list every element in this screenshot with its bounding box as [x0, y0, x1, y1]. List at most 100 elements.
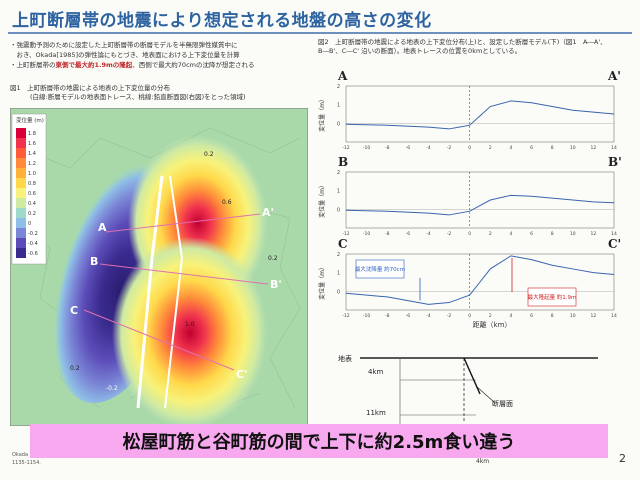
x-tick-label: 8	[551, 145, 554, 151]
fault-trace-east	[164, 175, 184, 409]
fault-model-section: 地表 4km 11km 断層面	[338, 354, 598, 432]
panel-label-left: B	[338, 155, 348, 169]
x-tick-label: 6	[530, 231, 533, 237]
displacement-map: 変位量 (m) 1.8 1.6 1.4 1.2 1.0 0.8 0.6 0.4 0.2 0 -0.2…	[10, 108, 308, 426]
x-tick-label: -4	[426, 313, 431, 319]
subsidence-annotation: 最大沈降量 約70cm	[355, 265, 405, 273]
y-tick-label: 1	[337, 271, 340, 277]
x-tick-label: 2	[489, 231, 492, 237]
x-tick-label: 2	[489, 313, 492, 319]
x-tick-label: 12	[591, 313, 597, 319]
x-tick-label: 10	[570, 231, 576, 237]
x-tick-label: 10	[570, 145, 576, 151]
bullet-2-text: おき、Okada[1985]の弾性論にもとづき、地表面における上下変位量を計算	[10, 51, 240, 59]
panel-label-right: C'	[608, 237, 621, 251]
contour-label-3: 0.6	[222, 199, 232, 206]
bullet-3-highlight: 東側で最大約1.9mの隆起	[55, 61, 133, 69]
x-tick-label: 8	[551, 231, 554, 237]
x-tick-label: -6	[406, 145, 411, 151]
x-tick-label: -4	[426, 231, 431, 237]
x-tick-label: -8	[385, 231, 390, 237]
title-divider	[8, 32, 632, 34]
x-tick-label: -10	[363, 145, 370, 151]
figure1-caption-line: 図1 上町断層帯の地震による地表の上下変位量の分布	[10, 84, 170, 92]
bullet-3-text: ・上町断層帯の	[10, 61, 56, 69]
subsidence-annotation-box	[355, 259, 405, 279]
legend-swatch	[16, 128, 26, 138]
bullet-3: ・上町断層帯の東側で最大約1.9mの隆起、西側で最大約70cmの沈降が想定される	[10, 60, 312, 70]
displacement-series-line	[345, 100, 615, 130]
fault-leader-line	[475, 385, 495, 403]
bullet-2: おき、Okada[1985]の弾性論にもとづき、地表面における上下変位量を計算	[10, 50, 312, 60]
page-number: 2	[619, 452, 626, 465]
surface-label: 地表	[338, 354, 352, 363]
x-tick-label: 12	[591, 231, 597, 237]
panel-label-right: A'	[607, 69, 621, 83]
x-tick-label: -2	[447, 145, 452, 151]
y-tick-label: 2	[337, 252, 340, 258]
legend-tick-label: 0	[28, 221, 31, 227]
y-tick-label: 1	[337, 189, 340, 195]
legend-swatch	[16, 198, 26, 208]
x-tick-label: 6	[530, 145, 533, 151]
map-label-a: A	[98, 221, 107, 234]
legend-tick-label: 1.2	[28, 161, 36, 167]
x-tick-label: 0	[468, 313, 471, 319]
slide-title: 上町断層帯の地震により想定される地盤の高さの変化	[12, 11, 432, 31]
panel-frame	[345, 253, 615, 311]
legend-swatch	[16, 188, 26, 198]
legend-tick-label: 1.6	[28, 141, 36, 147]
x-tick-label: -4	[426, 145, 431, 151]
contour-label-5: 0.2	[70, 365, 80, 372]
map-label-b-prime: B'	[270, 278, 282, 291]
legend-tick-label: -0.2	[28, 231, 38, 237]
x-tick-label: 4	[509, 313, 512, 319]
y-axis-label: 変位量（m）	[318, 182, 326, 218]
x-tick-label: 2	[489, 145, 492, 151]
section-line-b	[99, 263, 269, 285]
y-tick-label: 2	[337, 170, 340, 176]
x-tick-label: 10	[570, 313, 576, 319]
map-label-c: C	[70, 304, 78, 317]
panel-label-left: A	[337, 69, 348, 83]
displacement-series-line	[345, 255, 615, 305]
panel-frame	[345, 85, 615, 143]
x-tick-label: 0	[468, 145, 471, 151]
map-label-a-prime: A'	[262, 206, 274, 219]
y-tick-label: 0	[337, 207, 340, 213]
x-tick-label: 4	[509, 145, 512, 151]
legend-tick-label: 0.2	[28, 211, 36, 217]
figure1-caption: 図1 上町断層帯の地震による地表の上下変位量の分布 (白線:断層モデルの地表面ト…	[10, 84, 312, 102]
legend-swatch	[16, 138, 26, 148]
uplift-annotation-box	[527, 287, 577, 307]
y-tick-label: 0	[337, 289, 340, 295]
legend-swatches: 1.8 1.6 1.4 1.2 1.0 0.8 0.6 0.4 0.2 0 -0.2 -0.4 -0.6	[16, 128, 38, 258]
legend-swatch	[16, 208, 26, 218]
bullet-3-tail: 、西側で最大約70cmの沈降が想定される	[132, 61, 255, 69]
contour-label-2: 0.2	[268, 255, 278, 262]
x-tick-label: -2	[447, 313, 452, 319]
legend-tick-label: -0.4	[28, 241, 38, 247]
figure2-caption: 図2 上町断層帯の地震による地表の上下変位分布(上)と、設定した断層モデル(下)…	[318, 38, 607, 55]
x-tick-label: 14	[611, 145, 617, 151]
bullet-list: ・強震動予測のために設定した上町断層帯の断層モデルを半無限弾性媒質中に おき、O…	[10, 40, 312, 70]
bullet-1: ・強震動予測のために設定した上町断層帯の断層モデルを半無限弾性媒質中に	[10, 40, 312, 50]
section-line-a	[105, 213, 261, 233]
x-tick-label: -2	[447, 231, 452, 237]
x-tick-label: -12	[342, 231, 349, 237]
map-label-b: B	[90, 255, 98, 268]
x-tick-label: -10	[363, 313, 370, 319]
x-tick-label: 4	[509, 231, 512, 237]
uplift-annotation: 最大隆起量 約1.9m	[528, 293, 577, 301]
x-tick-label: -8	[385, 313, 390, 319]
footnote-1: Okada	[12, 452, 29, 458]
legend-swatch	[16, 228, 26, 238]
y-tick-label: 0	[337, 121, 340, 127]
y-tick-label: 1	[337, 103, 340, 109]
panel-label-left: C	[338, 237, 348, 251]
figure1-subcaption: (白線:断層モデルの地表面トレース、桃線:鉛直断面図(右図)をとった領域)	[30, 93, 246, 101]
y-tick-label: 2	[337, 84, 340, 90]
